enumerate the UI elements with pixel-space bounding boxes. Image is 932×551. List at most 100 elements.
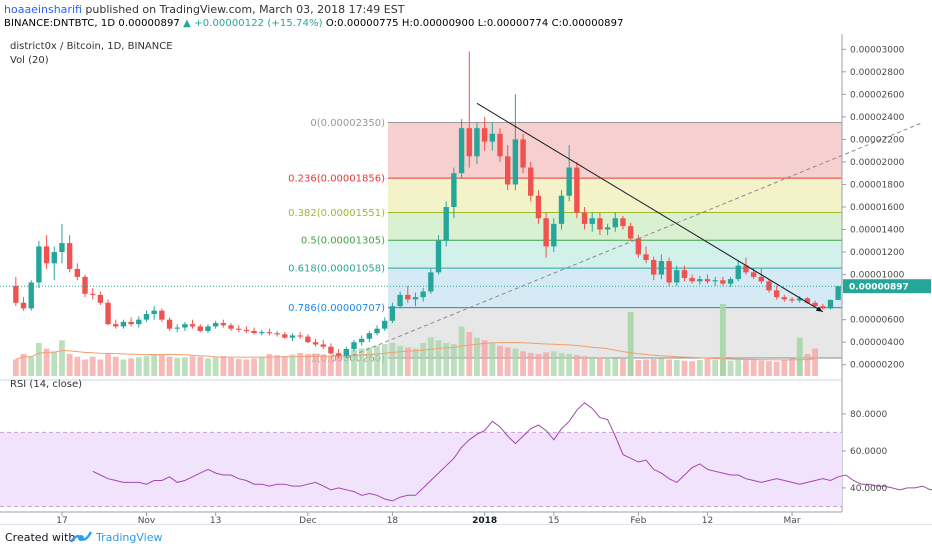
volume-bar xyxy=(696,360,703,376)
volume-bar xyxy=(174,357,181,376)
volume-bar xyxy=(304,354,311,376)
volume-bar xyxy=(704,358,711,376)
fibonacci-retracement[interactable]: 0(0.00002350) 0.236(0.00001856) 0.382(0.00… xyxy=(288,118,842,364)
price-tick-label: 0.00001400 xyxy=(850,226,905,236)
volume-bar xyxy=(351,349,357,376)
candle-body xyxy=(43,246,50,264)
fib-zone-0_618 xyxy=(388,268,842,308)
price-tick-label: 0.00000400 xyxy=(850,338,905,348)
volume-bar xyxy=(135,357,142,376)
candle-body xyxy=(151,310,157,315)
fib-zone-0_5 xyxy=(388,240,842,269)
volume-bar xyxy=(289,354,296,376)
price-change: ▲ +0.00000122 (+15.74%) xyxy=(183,18,323,29)
candle-body xyxy=(289,335,296,338)
volume-bar xyxy=(527,352,534,376)
candle-body xyxy=(312,342,319,345)
candle-body xyxy=(220,323,227,326)
rsi-line xyxy=(92,402,932,502)
volume-bar xyxy=(643,359,649,376)
volume-bar xyxy=(550,351,557,376)
time-tick-label: 13 xyxy=(210,516,221,524)
volume-spike-bar xyxy=(627,312,634,376)
candle-body xyxy=(97,294,104,303)
candle-body xyxy=(750,272,757,277)
candle-body xyxy=(720,280,726,284)
candle-body xyxy=(305,336,311,343)
volume-bar xyxy=(281,356,288,376)
author-link[interactable]: hoaaeinsharifi xyxy=(4,3,82,16)
volume-bar xyxy=(420,343,427,376)
volume-bar xyxy=(328,355,334,376)
candle-body xyxy=(758,276,764,282)
volume-ma-path xyxy=(15,342,816,361)
volume-bar xyxy=(320,354,327,376)
fib-label-0_382: 0.382(0.00001551) xyxy=(288,208,385,219)
volume-bar xyxy=(143,356,150,376)
time-tick-label: Nov xyxy=(138,516,156,524)
fib-label-0: 0(0.00002350) xyxy=(310,118,385,129)
candle-body xyxy=(212,323,219,327)
volume-bar xyxy=(673,360,680,376)
volume-bar xyxy=(151,354,158,376)
volume-bar xyxy=(397,345,404,376)
volume-bar xyxy=(612,358,619,376)
volume-bar xyxy=(12,359,19,376)
candle-body xyxy=(735,265,741,280)
candle-body xyxy=(781,297,788,300)
fib-label-0_786: 0.786(0.00000707) xyxy=(288,303,385,314)
candle-body xyxy=(82,276,88,294)
volume-bar xyxy=(381,344,388,376)
chart-title: district0x / Bitcoin, 1D, BINANCE xyxy=(10,41,173,52)
candle-body xyxy=(512,139,519,185)
candles xyxy=(13,51,841,358)
candle-body xyxy=(812,302,818,307)
candle-body xyxy=(420,291,426,298)
volume-bar xyxy=(497,345,503,376)
candle-body xyxy=(743,265,749,273)
candle-body xyxy=(697,279,703,282)
volume-bar xyxy=(474,337,480,376)
candle-body xyxy=(28,282,34,309)
price-tick-label: 0.00001200 xyxy=(850,248,905,258)
candle-body xyxy=(105,302,111,325)
candle-body xyxy=(36,246,42,283)
price-tick-label: 0.00003000 xyxy=(850,45,905,55)
volume-bar xyxy=(450,344,457,376)
trendline-fib-diagonal[interactable] xyxy=(346,122,923,359)
candle-body xyxy=(520,139,526,168)
volume-bar xyxy=(374,345,380,376)
price-tick-label: 0.00000600 xyxy=(850,316,905,326)
publish-header: hoaaeinsharifi published on TradingView.… xyxy=(0,0,932,34)
volume-bars xyxy=(12,304,819,376)
candle-body xyxy=(90,293,96,295)
publisher-line: hoaaeinsharifi published on TradingView.… xyxy=(4,3,404,16)
volume-bar xyxy=(74,356,81,376)
candle-body xyxy=(789,299,795,301)
tradingview-link[interactable]: TradingView xyxy=(96,531,163,544)
candle-body xyxy=(174,327,180,329)
time-tick-label: 2018 xyxy=(472,516,497,524)
candle-body xyxy=(428,272,434,292)
price-chart[interactable]: 0(0.00002350) 0.236(0.00001856) 0.382(0.00… xyxy=(0,34,932,524)
candle-body xyxy=(113,324,119,327)
volume-bar xyxy=(427,337,434,376)
rsi-band xyxy=(0,432,842,507)
volume-bar xyxy=(504,347,511,376)
candle-body xyxy=(712,280,718,282)
candle-body xyxy=(236,328,242,330)
volume-bar xyxy=(82,359,88,376)
volume-ma-line xyxy=(15,342,816,361)
trendline-downtrend[interactable] xyxy=(476,102,824,313)
volume-bar xyxy=(712,359,719,376)
volume-bar xyxy=(443,343,450,376)
volume-bar xyxy=(773,361,780,376)
price-axis: 0.00003000 0.00002800 0.00002600 0.00002400… xyxy=(0,34,931,512)
trendlines[interactable] xyxy=(346,102,923,359)
candle-body xyxy=(182,324,188,328)
candle-body xyxy=(389,306,396,321)
fib-label-0_5: 0.5(0.00001305) xyxy=(301,236,385,247)
candle-body xyxy=(551,223,557,247)
volume-bar xyxy=(335,352,342,376)
volume-bar xyxy=(658,358,665,376)
